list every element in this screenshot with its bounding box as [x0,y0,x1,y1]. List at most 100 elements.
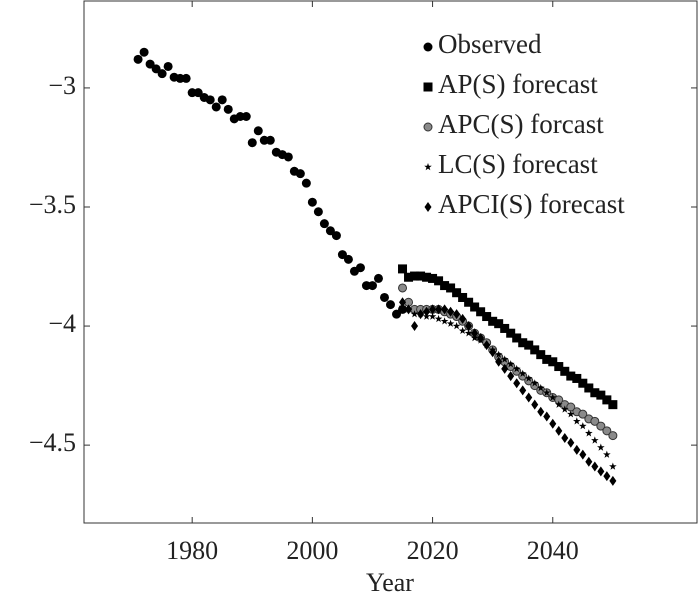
point [512,364,521,373]
point [573,417,581,425]
point [301,178,311,188]
point [441,304,449,315]
point [597,466,605,477]
point [151,64,161,74]
point [446,319,455,327]
point [355,263,365,273]
point [133,54,143,64]
point [193,88,203,98]
point [399,297,407,308]
point [404,272,414,282]
point [343,254,353,264]
point [530,379,539,387]
point [494,319,504,329]
point [373,273,383,283]
point [555,425,563,436]
point [597,443,605,451]
point [398,264,408,274]
point [596,390,606,400]
point [501,363,509,374]
point [398,304,408,314]
point [331,231,341,241]
point [495,356,503,367]
point [295,169,305,179]
point [596,421,606,431]
point [405,304,413,315]
point [518,338,528,348]
legend-marker [423,82,433,92]
point [434,314,443,323]
point [584,383,594,393]
point [536,383,545,392]
point [453,309,461,320]
point [337,250,347,260]
point [477,332,485,343]
point [506,360,515,368]
point [429,304,437,315]
point [536,350,546,360]
point [464,297,474,307]
point [530,345,540,355]
legend-label: Observed [438,29,542,59]
point [554,362,564,372]
legend-marker [424,202,432,212]
point [458,326,467,335]
point [608,400,618,410]
point [386,300,395,310]
point [603,471,611,482]
x-tick-label: 2020 [407,536,459,565]
point [139,47,149,57]
point [446,283,456,293]
x-axis-label: Year [366,568,414,597]
point [434,276,444,286]
y-tick-label: −4.5 [29,428,76,457]
point [543,411,551,422]
point [608,431,618,441]
point [561,432,569,443]
point [512,333,522,343]
legend-label: LC(S) forecast [438,149,598,179]
point [494,350,503,358]
point [500,323,510,333]
point [319,219,329,229]
point [578,409,588,419]
point [519,385,527,396]
x-tick-label: 2000 [286,536,338,565]
point [572,373,582,383]
point [217,95,227,105]
point [560,405,569,413]
point [410,310,419,318]
point [428,312,437,320]
point [471,328,479,339]
point [423,306,431,317]
point [253,126,263,136]
point [470,302,480,312]
point [440,281,450,291]
point [325,226,335,236]
point [459,313,467,324]
point [549,418,557,429]
point [591,436,599,444]
point [590,388,600,398]
point [223,104,233,114]
point [609,475,617,486]
point [585,456,593,467]
point [602,426,612,436]
legend-label: AP(S) forecast [438,69,598,99]
point [247,138,257,148]
point [307,197,317,207]
point [241,111,251,121]
point [283,152,293,162]
point [524,374,533,382]
point [163,61,173,71]
point [500,355,509,363]
point [313,207,323,217]
point [367,281,377,291]
point [411,321,419,332]
point [435,304,443,315]
point [548,357,558,367]
y-tick-label: −3.5 [29,190,76,219]
point [447,306,455,317]
point [398,283,408,293]
point [410,271,420,281]
